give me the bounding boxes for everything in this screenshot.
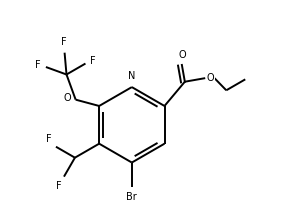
- Text: Br: Br: [126, 192, 137, 202]
- Text: O: O: [178, 49, 186, 60]
- Text: F: F: [90, 56, 96, 66]
- Text: F: F: [35, 60, 41, 70]
- Text: F: F: [61, 37, 67, 47]
- Text: O: O: [207, 73, 214, 83]
- Text: F: F: [56, 181, 61, 191]
- Text: F: F: [46, 134, 51, 144]
- Text: N: N: [128, 71, 136, 81]
- Text: O: O: [64, 94, 71, 104]
